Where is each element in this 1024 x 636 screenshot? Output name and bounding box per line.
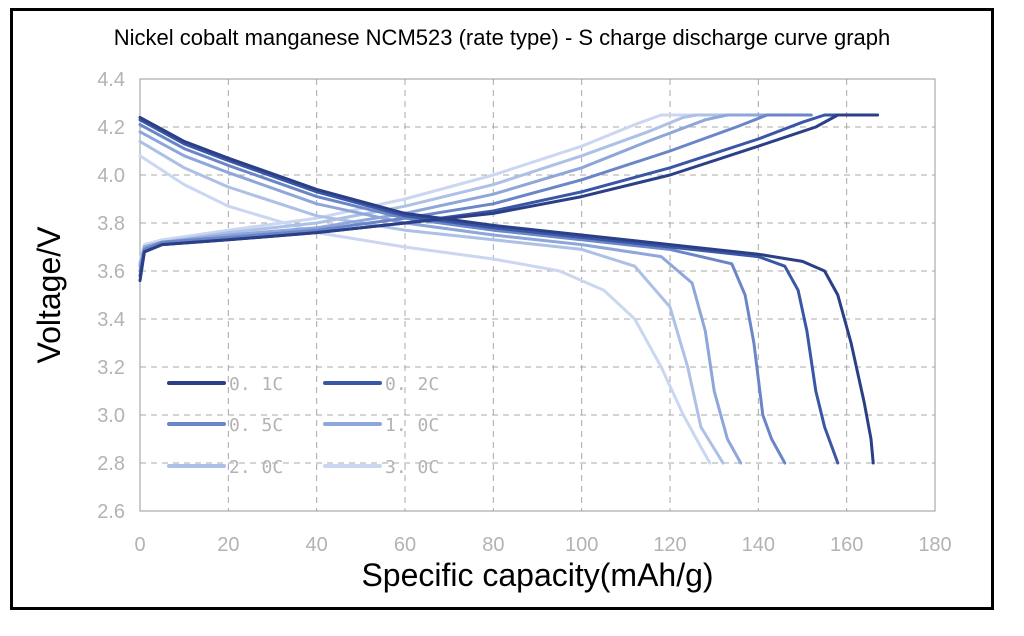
x-tick-label: 0 <box>134 534 145 556</box>
chart-frame: Nickel cobalt manganese NCM523 (rate typ… <box>10 8 994 610</box>
grid-lines <box>140 79 935 511</box>
chart-plot: 0 20 40 60 80 100 120 140 160 180 2.6 2.8 3.0 3.2 3.4 3… <box>31 69 952 593</box>
legend-label: 2. 0C <box>229 457 283 478</box>
y-tick-label: 3.4 <box>97 309 125 331</box>
y-tick-label: 3.2 <box>97 357 125 379</box>
series-line-charge <box>138 113 734 263</box>
series-line-charge <box>138 113 813 273</box>
x-tick-label: 80 <box>482 534 504 556</box>
axes: 0 20 40 60 80 100 120 140 160 180 2.6 2.8 3.0 3.2 3.4 3… <box>97 69 952 556</box>
legend-label: 0. 1C <box>229 374 283 395</box>
x-tick-label: 160 <box>830 534 863 556</box>
plot-area-border <box>139 78 936 512</box>
y-tick-label: 4.2 <box>97 117 125 139</box>
series-line-discharge <box>138 123 787 465</box>
y-tick-label: 4.0 <box>97 165 125 187</box>
y-tick-label: 3.6 <box>97 261 125 283</box>
series-lines <box>138 113 880 465</box>
chart-title: Nickel cobalt manganese NCM523 (rate typ… <box>113 25 891 50</box>
y-tick-label: 3.0 <box>97 405 125 427</box>
legend: 0. 1C 0. 2C 0. 5C 1. 0C 2. 0C 3. 0C <box>167 374 439 478</box>
y-tick-label: 2.8 <box>97 453 125 475</box>
x-tick-label: 20 <box>217 534 239 556</box>
legend-label: 0. 5C <box>229 415 283 436</box>
legend-label: 3. 0C <box>385 457 439 478</box>
series-line-discharge <box>138 139 725 465</box>
y-tick-label: 3.8 <box>97 213 125 235</box>
y-tick-label: 2.6 <box>97 501 125 523</box>
legend-label: 1. 0C <box>385 415 439 436</box>
y-axis-label: Voltage/V <box>31 226 67 364</box>
series-line-discharge <box>138 118 840 465</box>
x-tick-label: 180 <box>918 534 951 556</box>
x-tick-label: 40 <box>306 534 328 556</box>
x-axis-label: Specific capacity(mAh/g) <box>361 557 713 593</box>
legend-label: 0. 2C <box>385 374 439 395</box>
axis-labels: Specific capacity(mAh/g) Voltage/V <box>31 226 714 593</box>
series-line-discharge <box>138 154 712 465</box>
x-tick-label: 140 <box>742 534 775 556</box>
x-tick-label: 120 <box>653 534 686 556</box>
series-line-discharge <box>138 130 743 465</box>
x-tick-label: 100 <box>565 534 598 556</box>
y-tick-label: 4.4 <box>97 69 125 91</box>
x-tick-label: 60 <box>394 534 416 556</box>
series-line-discharge <box>138 115 875 465</box>
series-line-charge <box>138 113 880 283</box>
